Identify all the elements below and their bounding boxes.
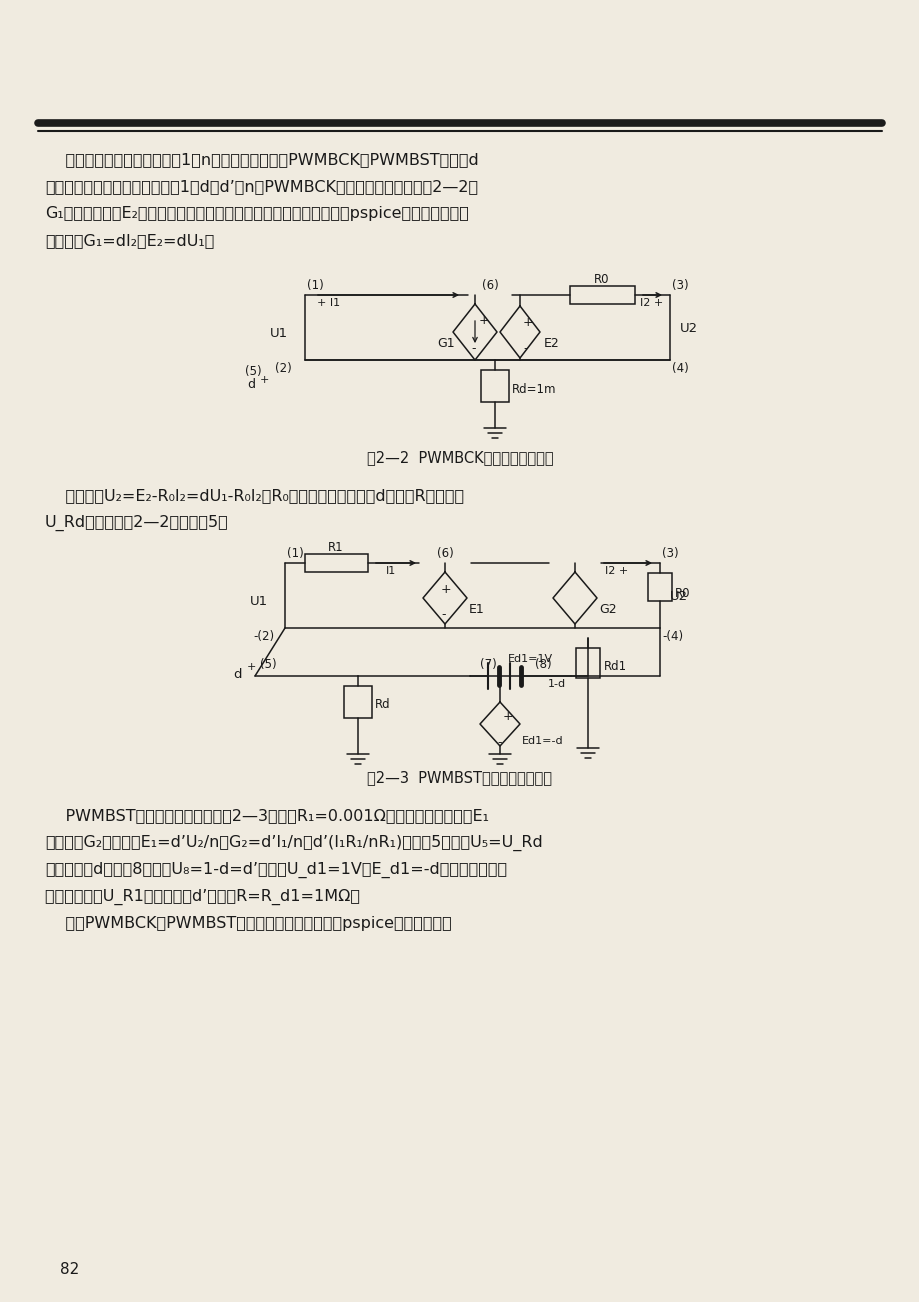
Text: (8): (8) — [535, 658, 551, 671]
Text: -(2): -(2) — [253, 630, 274, 643]
Text: +: + — [440, 583, 451, 596]
Text: R1: R1 — [328, 542, 344, 553]
Text: (6): (6) — [437, 547, 453, 560]
Text: +: + — [260, 375, 269, 385]
Text: -: - — [522, 342, 527, 355]
Text: U_Rd表示，见图2—2中的节点5。: U_Rd表示，见图2—2中的节点5。 — [45, 516, 229, 531]
Text: (3): (3) — [662, 547, 678, 560]
Text: (1): (1) — [307, 279, 323, 292]
Text: 代表导通比d，节点8的电压U₈=1-d=d’，它由U_d1=1V及E_d1=-d两个电压源串联: 代表导通比d，节点8的电压U₈=1-d=d’，它由U_d1=1V及E_d1=-d… — [45, 862, 506, 879]
Text: I2 +: I2 + — [605, 566, 628, 575]
Text: E2: E2 — [543, 337, 559, 350]
Text: I2 +: I2 + — [640, 298, 663, 309]
Text: (5): (5) — [260, 658, 277, 671]
Text: -(4): -(4) — [662, 630, 683, 643]
Text: R0: R0 — [675, 587, 690, 600]
Text: (1): (1) — [287, 547, 303, 560]
Text: Ed1=-d: Ed1=-d — [521, 736, 563, 746]
Text: Rd: Rd — [375, 698, 391, 711]
Text: R0: R0 — [594, 273, 609, 286]
Text: U2: U2 — [679, 322, 698, 335]
Bar — [481, 370, 508, 402]
Text: Rd1: Rd1 — [604, 660, 627, 673]
Text: +: + — [479, 314, 489, 327]
Text: 输出电压U₂=E₂-R₀I₂=dU₁-R₀I₂，R₀为输出电阱，导通比d用电阱R⁤上的电压: 输出电压U₂=E₂-R₀I₂=dU₁-R₀I₂，R₀为输出电阱，导通比d用电阱R… — [45, 488, 463, 503]
Text: 而成的，因此U_R1即为导通比d’。图中R⁤=R_d1=1MΩ。: 而成的，因此U_R1即为导通比d’。图中R⁤=R_d1=1MΩ。 — [45, 889, 359, 905]
Text: + I1: + I1 — [317, 298, 340, 309]
Text: -: - — [496, 736, 501, 749]
Text: G₁表示电流源，E₂表示电压源，都是双变量控制的受控源（二维），pspice中用专门语句描: G₁表示电流源，E₂表示电压源，都是双变量控制的受控源（二维），pspice中用… — [45, 206, 469, 221]
Text: U1: U1 — [269, 327, 288, 340]
Text: +: + — [246, 661, 256, 672]
Bar — [570, 286, 634, 303]
Text: -: - — [440, 608, 445, 621]
Text: 1-d: 1-d — [548, 680, 565, 689]
Text: 82: 82 — [60, 1262, 79, 1277]
Bar — [305, 553, 368, 572]
Text: 述。图中G₁=dI₂，E₂=dU₁，: 述。图中G₁=dI₂，E₂=dU₁， — [45, 233, 214, 247]
Text: E1: E1 — [469, 603, 484, 616]
Text: 边绕组电感，变压器变比为1：n，其仿真模型包括PWMBCK和PWMBST两个受d: 边绕组电感，变压器变比为1：n，其仿真模型包括PWMBCK和PWMBST两个受d — [45, 152, 478, 167]
Text: (6): (6) — [482, 279, 498, 292]
Text: 图2—2  PWMBCK的仿真等效子电路: 图2—2 PWMBCK的仿真等效子电路 — [367, 450, 552, 465]
Text: G2: G2 — [598, 603, 616, 616]
Text: (4): (4) — [671, 362, 688, 375]
Text: 图2—3  PWMBST的仿真等效子电路: 图2—3 PWMBST的仿真等效子电路 — [367, 769, 552, 785]
Bar — [647, 573, 671, 602]
Bar — [575, 648, 599, 678]
Text: Ed1=1V: Ed1=1V — [507, 654, 552, 664]
Text: (7): (7) — [480, 658, 496, 671]
Text: +: + — [503, 710, 513, 723]
Text: 控制的理想变压器，变比分别为1：d及d’：n，PWMBCK的仿真等效子电路如图2—2，: 控制的理想变压器，变比分别为1：d及d’：n，PWMBCK的仿真等效子电路如图2… — [45, 178, 478, 194]
Text: -: - — [471, 342, 475, 355]
Text: G1: G1 — [437, 337, 454, 350]
Text: 和电流源G₂分别为：E₁=d’U₂/n，G₂=d’I₁/n或d’(I₁R₁/nR₁)，节点5的电压U₅=U_Rd: 和电流源G₂分别为：E₁=d’U₂/n，G₂=d’I₁/n或d’(I₁R₁/nR… — [45, 835, 542, 852]
Text: d: d — [233, 668, 241, 681]
Text: (3): (3) — [671, 279, 688, 292]
Text: +: + — [522, 316, 533, 329]
Text: 对于PWMBCK和PWMBST两个等效子电路可分别编pspice仿真子程序：: 对于PWMBCK和PWMBST两个等效子电路可分别编pspice仿真子程序： — [45, 917, 451, 931]
Text: (2): (2) — [275, 362, 291, 375]
Text: PWMBST的仿真等效子电路如图2—3所示，R₁=0.001Ω为输入电阱，电压源E₁: PWMBST的仿真等效子电路如图2—3所示，R₁=0.001Ω为输入电阱，电压源… — [45, 809, 489, 823]
Text: U2: U2 — [669, 590, 687, 603]
Text: Rd=1m: Rd=1m — [512, 383, 556, 396]
Text: (5): (5) — [244, 365, 261, 378]
Text: U1: U1 — [250, 595, 267, 608]
Text: d: d — [246, 378, 255, 391]
Text: I1: I1 — [386, 566, 396, 575]
Bar — [344, 686, 371, 717]
